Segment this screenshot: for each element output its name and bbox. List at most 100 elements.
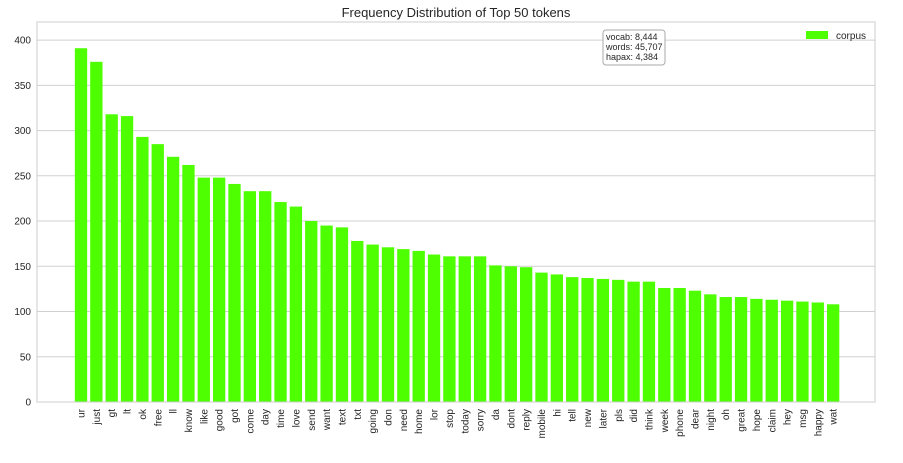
x-tick-label-reply: reply [522,409,533,431]
x-tick-label-mobile: mobile [537,409,548,439]
x-tick-label-da: da [491,409,502,421]
x-tick-label-love: love [291,409,302,428]
x-tick-label-send: send [307,409,318,431]
info-words: words: 45,707 [605,42,663,52]
legend-label-corpus: corpus [836,31,866,42]
x-tick-label-stop: stop [445,409,456,428]
bar-send [305,221,318,402]
x-tick-label-new: new [583,408,594,427]
bar-night [704,294,717,402]
legend: corpus [806,31,866,42]
bar-stop [443,256,456,402]
y-axis-tick-labels: 0 50 100 150 200 250 300 350 400 [14,36,31,409]
x-tick-label-just: just [92,409,103,426]
x-tick-label-later: later [598,408,609,428]
bar-oh [719,297,732,402]
x-tick-label-time: time [276,409,287,428]
x-tick-label-oh: oh [721,409,732,420]
chart-title: Frequency Distribution of Top 50 tokens [342,5,571,20]
x-tick-label-phone: phone [675,409,686,437]
x-tick-label-great: great [737,409,748,432]
bar-claim [765,299,778,402]
bars [74,48,840,403]
bar-just [90,61,103,403]
bar-home [412,250,425,402]
x-tick-label-text: text [337,409,348,425]
bar-love [289,206,303,402]
x-tick-label-today: today [460,409,471,433]
bar-come [243,191,256,402]
bar-new [581,278,594,402]
bar-lt [120,116,134,402]
y-tick-label: 400 [14,36,31,47]
bar-time [274,202,287,402]
x-tick-label-ur: ur [77,408,88,418]
bar-wat [827,304,840,402]
x-tick-label-hope: hope [752,409,763,432]
x-tick-label-free: free [153,409,164,427]
bar-need [397,249,410,402]
bar-later [596,278,610,402]
x-tick-label-hey: hey [783,409,794,425]
bar-hope [750,298,763,402]
bar-like [197,177,210,402]
x-tick-label-did: did [629,409,640,422]
x-axis-tick-labels: ur just gt lt ok free ll know like good got come day… [77,408,840,438]
bar-mobile [535,272,548,402]
x-tick-label-think: think [644,408,655,430]
bar-pls [612,279,625,402]
info-box-background [602,29,666,66]
bar-going [366,244,379,402]
y-tick-label: 100 [14,307,31,318]
x-tick-label-dont: dont [506,409,517,429]
bar-got [228,183,241,402]
x-tick-label-going: going [368,409,379,433]
y-tick-label: 200 [14,217,31,228]
y-tick-label: 250 [14,171,31,182]
x-tick-label-dear: dear [691,408,702,429]
x-tick-label-gt: gt [107,409,118,418]
bar-ok [136,136,149,402]
legend-swatch-corpus [806,31,828,39]
x-tick-label-don: don [384,409,395,426]
bar-gt [105,114,118,403]
bar-phone [673,288,686,402]
x-tick-label-want: want [322,409,333,431]
x-tick-label-good: good [215,409,226,431]
bar-know [182,164,195,402]
bar-sorry [473,256,487,402]
x-tick-label-lt: lt [123,409,134,414]
x-tick-label-happy: happy [813,409,824,436]
x-tick-label-know: know [184,408,195,432]
bar-today [458,256,471,402]
bar-free [151,144,164,402]
x-tick-label-ok: ok [138,408,149,420]
bar-don [381,247,395,402]
x-tick-label-week: week [660,408,671,433]
y-tick-label: 0 [25,398,31,409]
info-box: vocab: 8,444 words: 45,707 hapax: 4,384 [602,29,666,66]
bar-dont [504,266,517,402]
bar-hi [550,274,563,402]
x-tick-label-like: like [199,409,210,424]
bar-happy [811,302,824,402]
x-tick-label-day: day [261,409,272,425]
plot-frame [36,21,876,403]
x-tick-label-wat: wat [829,409,840,426]
bar-want [320,225,333,402]
bar-reply [520,267,533,402]
bar-lor [427,254,441,402]
x-tick-label-claim: claim [767,409,778,432]
bar-hey [780,300,794,402]
bar-msg [796,301,809,402]
y-tick-label: 300 [14,126,31,137]
x-tick-label-home: home [414,409,425,434]
y-tick-label: 350 [14,81,31,92]
bar-dear [688,290,702,402]
x-tick-label-got: got [230,409,241,423]
bar-good [213,177,226,402]
x-tick-label-pls: pls [614,409,625,422]
y-tick-label: 150 [14,262,31,273]
